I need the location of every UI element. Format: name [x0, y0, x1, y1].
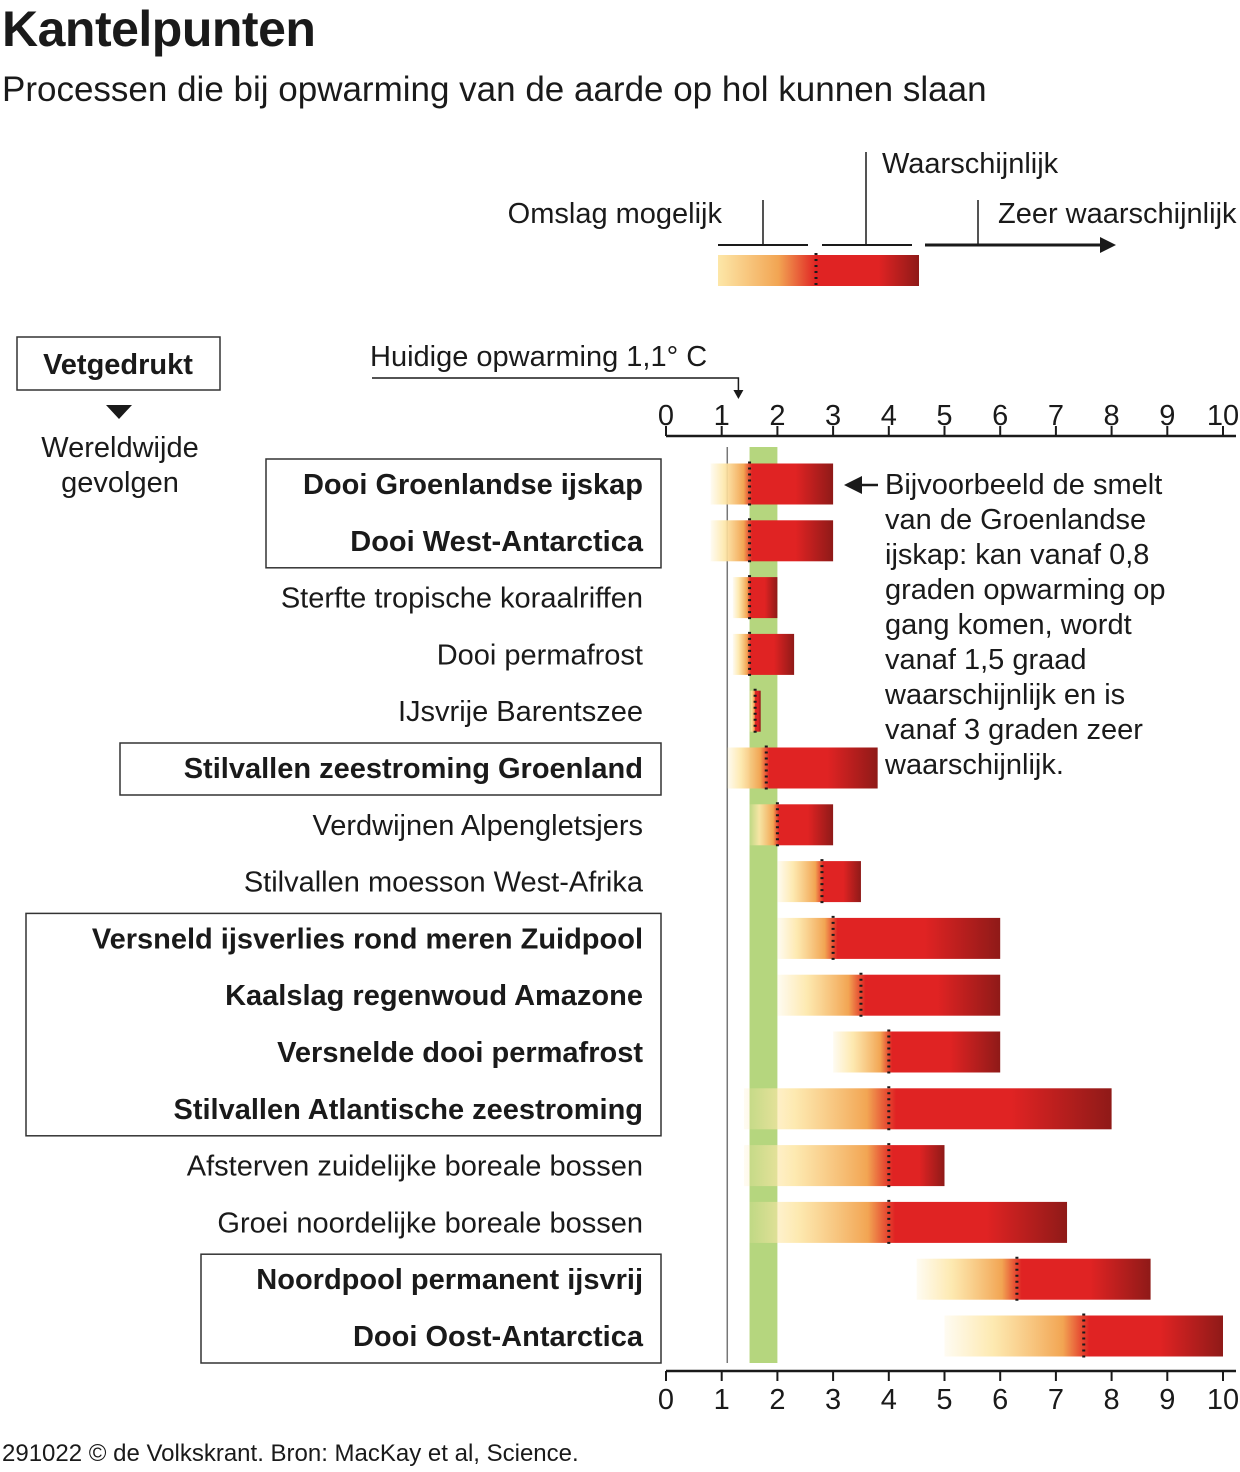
category-label: Dooi permafrost — [437, 639, 643, 671]
category-label: Dooi West-Antarctica — [350, 526, 644, 558]
annotation-line: waarschijnlijk en is — [884, 679, 1125, 711]
bottom-tick-label: 2 — [769, 1384, 785, 1416]
global-effects-line-2: gevolgen — [61, 467, 179, 499]
category-label: Dooi Oost-Antarctica — [353, 1321, 644, 1353]
bar — [749, 1201, 1068, 1243]
bottom-tick-label: 7 — [1048, 1384, 1064, 1416]
legend-gradient-bar — [718, 255, 919, 286]
top-tick-label: 7 — [1048, 400, 1064, 432]
bar — [743, 1145, 945, 1187]
category-label: Stilvallen Atlantische zeestroming — [174, 1094, 644, 1126]
bottom-tick-label: 1 — [714, 1384, 730, 1416]
top-tick-label: 1 — [714, 400, 730, 432]
global-effect-boxes — [25, 458, 662, 1364]
bottom-tick-label: 3 — [825, 1384, 841, 1416]
bottom-tick-label: 9 — [1159, 1384, 1175, 1416]
bar — [732, 577, 778, 619]
bold-key: Vetgedrukt Wereldwijde gevolgen — [16, 336, 221, 499]
legend-very-likely-label: Zeer waarschijnlijk — [998, 198, 1237, 230]
bar — [710, 520, 834, 562]
legend-likely-label: Waarschijnlijk — [882, 148, 1059, 180]
annotation-line: graden opwarming op — [885, 574, 1166, 606]
bar — [777, 974, 1001, 1016]
legend: Omslag mogelijk Waarschijnlijk Zeer waar… — [508, 148, 1237, 289]
bar — [916, 1258, 1151, 1300]
category-label: Sterfte tropische koraalriffen — [281, 583, 643, 615]
category-label: Noordpool permanent ijsvrij — [256, 1264, 643, 1296]
category-label: Stilvallen moesson West-Afrika — [244, 867, 644, 899]
category-label: IJsvrije Barentszee — [398, 696, 643, 728]
top-tick-label: 8 — [1104, 400, 1120, 432]
bar — [777, 861, 861, 903]
bottom-tick-label: 6 — [992, 1384, 1008, 1416]
top-tick-label: 9 — [1159, 400, 1175, 432]
annotation-arrow-head — [844, 476, 862, 494]
tipping-points-chart: Omslag mogelijk Waarschijnlijk Zeer waar… — [16, 148, 1239, 1416]
source-credit: 291022 © de Volkskrant. Bron: MacKay et … — [2, 1440, 579, 1467]
global-effects-line-1: Wereldwijde — [41, 432, 198, 464]
bar — [777, 917, 1001, 959]
bar — [749, 804, 834, 846]
x-axis-bottom: 0 1 2 3 4 5 6 7 8 9 10 — [658, 1369, 1239, 1416]
top-tick-label: 4 — [881, 400, 897, 432]
bar — [710, 463, 834, 505]
bold-key-box — [16, 336, 221, 391]
category-label: Versneld ijsverlies rond meren Zuidpool — [92, 923, 643, 955]
bar — [749, 690, 761, 732]
current-warming-pointer — [372, 377, 740, 392]
top-tick-label: 2 — [769, 400, 785, 432]
annotation-line: gang komen, wordt — [885, 609, 1132, 641]
chart-title: Kantelpunten — [2, 1, 316, 57]
bottom-tick-label: 8 — [1104, 1384, 1120, 1416]
top-tick-label: 5 — [936, 400, 952, 432]
global-group-box — [119, 742, 662, 796]
category-label: Verdwijnen Alpengletsjers — [313, 810, 643, 842]
current-warming-pointer-head — [733, 390, 744, 399]
category-label: Kaalslag regenwoud Amazone — [225, 980, 643, 1012]
bars — [710, 461, 1223, 1359]
bar — [727, 747, 878, 789]
category-label: Versnelde dooi permafrost — [277, 1037, 643, 1069]
legend-arrow-head — [1100, 237, 1116, 253]
annotation-line: vanaf 3 graden zeer — [885, 714, 1143, 746]
chart-subtitle: Processen die bij opwarming van de aarde… — [2, 70, 987, 109]
legend-possible-label: Omslag mogelijk — [508, 198, 723, 230]
bar — [743, 1088, 1112, 1130]
annotation-line: waarschijnlijk. — [884, 749, 1064, 781]
bottom-tick-label: 0 — [658, 1384, 674, 1416]
top-tick-label: 6 — [992, 400, 1008, 432]
category-label: Afsterven zuidelijke boreale bossen — [187, 1151, 643, 1183]
annotation-line: vanaf 1,5 graad — [885, 644, 1087, 676]
global-group-box — [265, 458, 662, 569]
category-label: Dooi Groenlandse ijskap — [303, 469, 643, 501]
global-group-box — [25, 912, 662, 1137]
bottom-tick-label: 5 — [936, 1384, 952, 1416]
annotation-line: ijskap: kan vanaf 0,8 — [885, 539, 1149, 571]
top-tick-label: 10 — [1207, 400, 1239, 432]
top-tick-label: 3 — [825, 400, 841, 432]
annotation-line: Bijvoorbeeld de smelt — [885, 469, 1162, 501]
global-group-box — [200, 1253, 662, 1364]
bold-key-arrow — [106, 405, 132, 419]
bar — [732, 633, 795, 675]
current-warming-label: Huidige opwarming 1,1° C — [370, 341, 707, 373]
category-label: Stilvallen zeestroming Groenland — [184, 753, 643, 785]
bottom-tick-label: 4 — [881, 1384, 897, 1416]
top-tick-label: 0 — [658, 400, 674, 432]
bottom-tick-label: 10 — [1207, 1384, 1239, 1416]
bar — [833, 1031, 1001, 1073]
annotation-line: van de Groenlandse — [885, 504, 1146, 536]
category-label: Groei noordelijke boreale bossen — [217, 1207, 643, 1239]
current-warming-callout: Huidige opwarming 1,1° C — [370, 341, 744, 399]
bold-key-label: Vetgedrukt — [43, 349, 193, 381]
category-labels: Dooi Groenlandse ijskap Dooi West-Antarct… — [92, 469, 644, 1353]
x-axis-top: 0 1 2 3 4 5 6 7 8 9 10 — [658, 400, 1239, 438]
